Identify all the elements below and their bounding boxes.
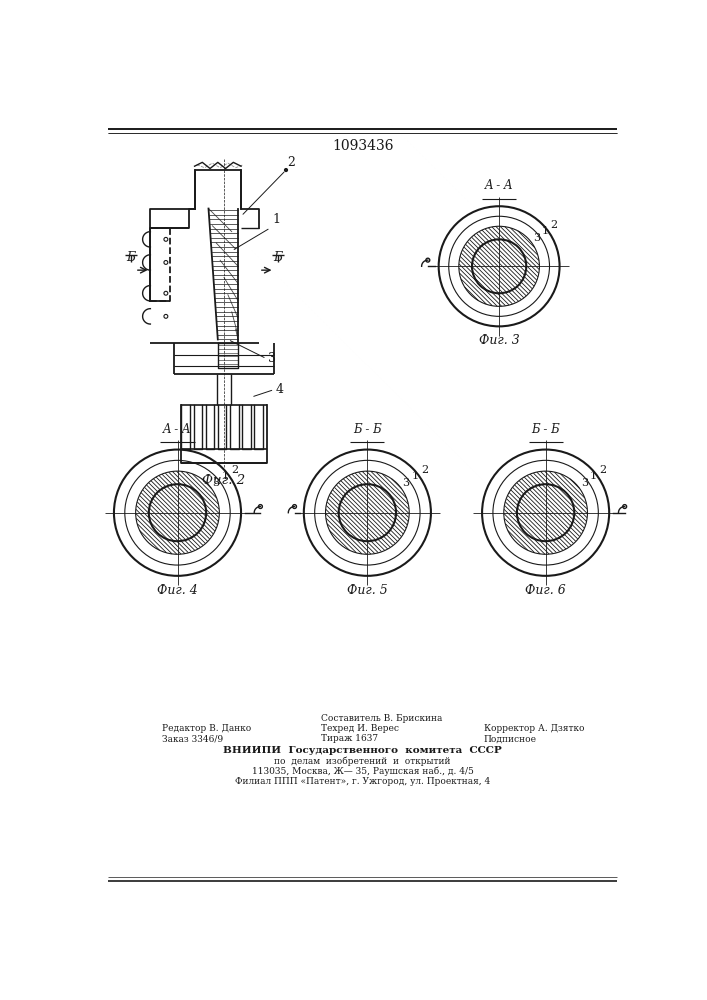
Circle shape	[304, 450, 431, 576]
Text: Фиг. 6: Фиг. 6	[525, 584, 566, 597]
Text: 3: 3	[402, 478, 409, 488]
Text: 2: 2	[421, 465, 428, 475]
Text: 2: 2	[288, 156, 296, 169]
Text: Редактор В. Данко: Редактор В. Данко	[162, 724, 251, 733]
Text: 3: 3	[268, 352, 276, 365]
Text: 4: 4	[276, 383, 284, 396]
Text: 3: 3	[533, 233, 540, 243]
Text: 3: 3	[580, 478, 588, 488]
Text: Подписное: Подписное	[484, 734, 537, 743]
Text: 1: 1	[541, 226, 549, 236]
Text: 3: 3	[213, 478, 220, 488]
Text: Б: Б	[274, 251, 283, 264]
Text: 2: 2	[550, 220, 557, 230]
Text: 1: 1	[272, 213, 280, 226]
Text: Тираж 1637: Тираж 1637	[321, 734, 378, 743]
Text: Б - Б: Б - Б	[353, 423, 382, 436]
Text: 113035, Москва, Ж— 35, Раушская наб., д. 4/5: 113035, Москва, Ж— 35, Раушская наб., д.…	[252, 767, 474, 776]
Text: 1: 1	[411, 471, 419, 481]
Text: Фиг. 5: Фиг. 5	[347, 584, 387, 597]
Text: 1093436: 1093436	[332, 139, 394, 153]
Text: Корректор А. Дзятко: Корректор А. Дзятко	[484, 724, 584, 733]
Text: 2: 2	[600, 465, 607, 475]
Text: Филиал ППП «Патент», г. Ужгород, ул. Проектная, 4: Филиал ППП «Патент», г. Ужгород, ул. Про…	[235, 777, 491, 786]
Text: A - A: A - A	[163, 423, 192, 436]
Text: 2: 2	[231, 465, 238, 475]
Text: 1: 1	[221, 471, 228, 481]
Text: Б: Б	[127, 251, 136, 264]
Text: Б - Б: Б - Б	[531, 423, 560, 436]
Text: 1: 1	[590, 471, 597, 481]
Circle shape	[438, 206, 559, 326]
Text: Фиг. 4: Фиг. 4	[157, 584, 198, 597]
Text: Заказ 3346/9: Заказ 3346/9	[162, 734, 223, 743]
Text: Фиг. 3: Фиг. 3	[479, 334, 520, 347]
Text: Техред И. Верес: Техред И. Верес	[321, 724, 399, 733]
Text: A - A: A - A	[485, 179, 513, 192]
Text: по  делам  изобретений  и  открытий: по делам изобретений и открытий	[274, 757, 451, 766]
Circle shape	[284, 169, 288, 172]
Circle shape	[482, 450, 609, 576]
Text: Составитель В. Брискина: Составитель В. Брискина	[321, 714, 443, 723]
Text: Фиг. 2: Фиг. 2	[202, 474, 245, 487]
Circle shape	[114, 450, 241, 576]
Text: ВНИИПИ  Государственного  комитета  СССР: ВНИИПИ Государственного комитета СССР	[223, 746, 502, 755]
